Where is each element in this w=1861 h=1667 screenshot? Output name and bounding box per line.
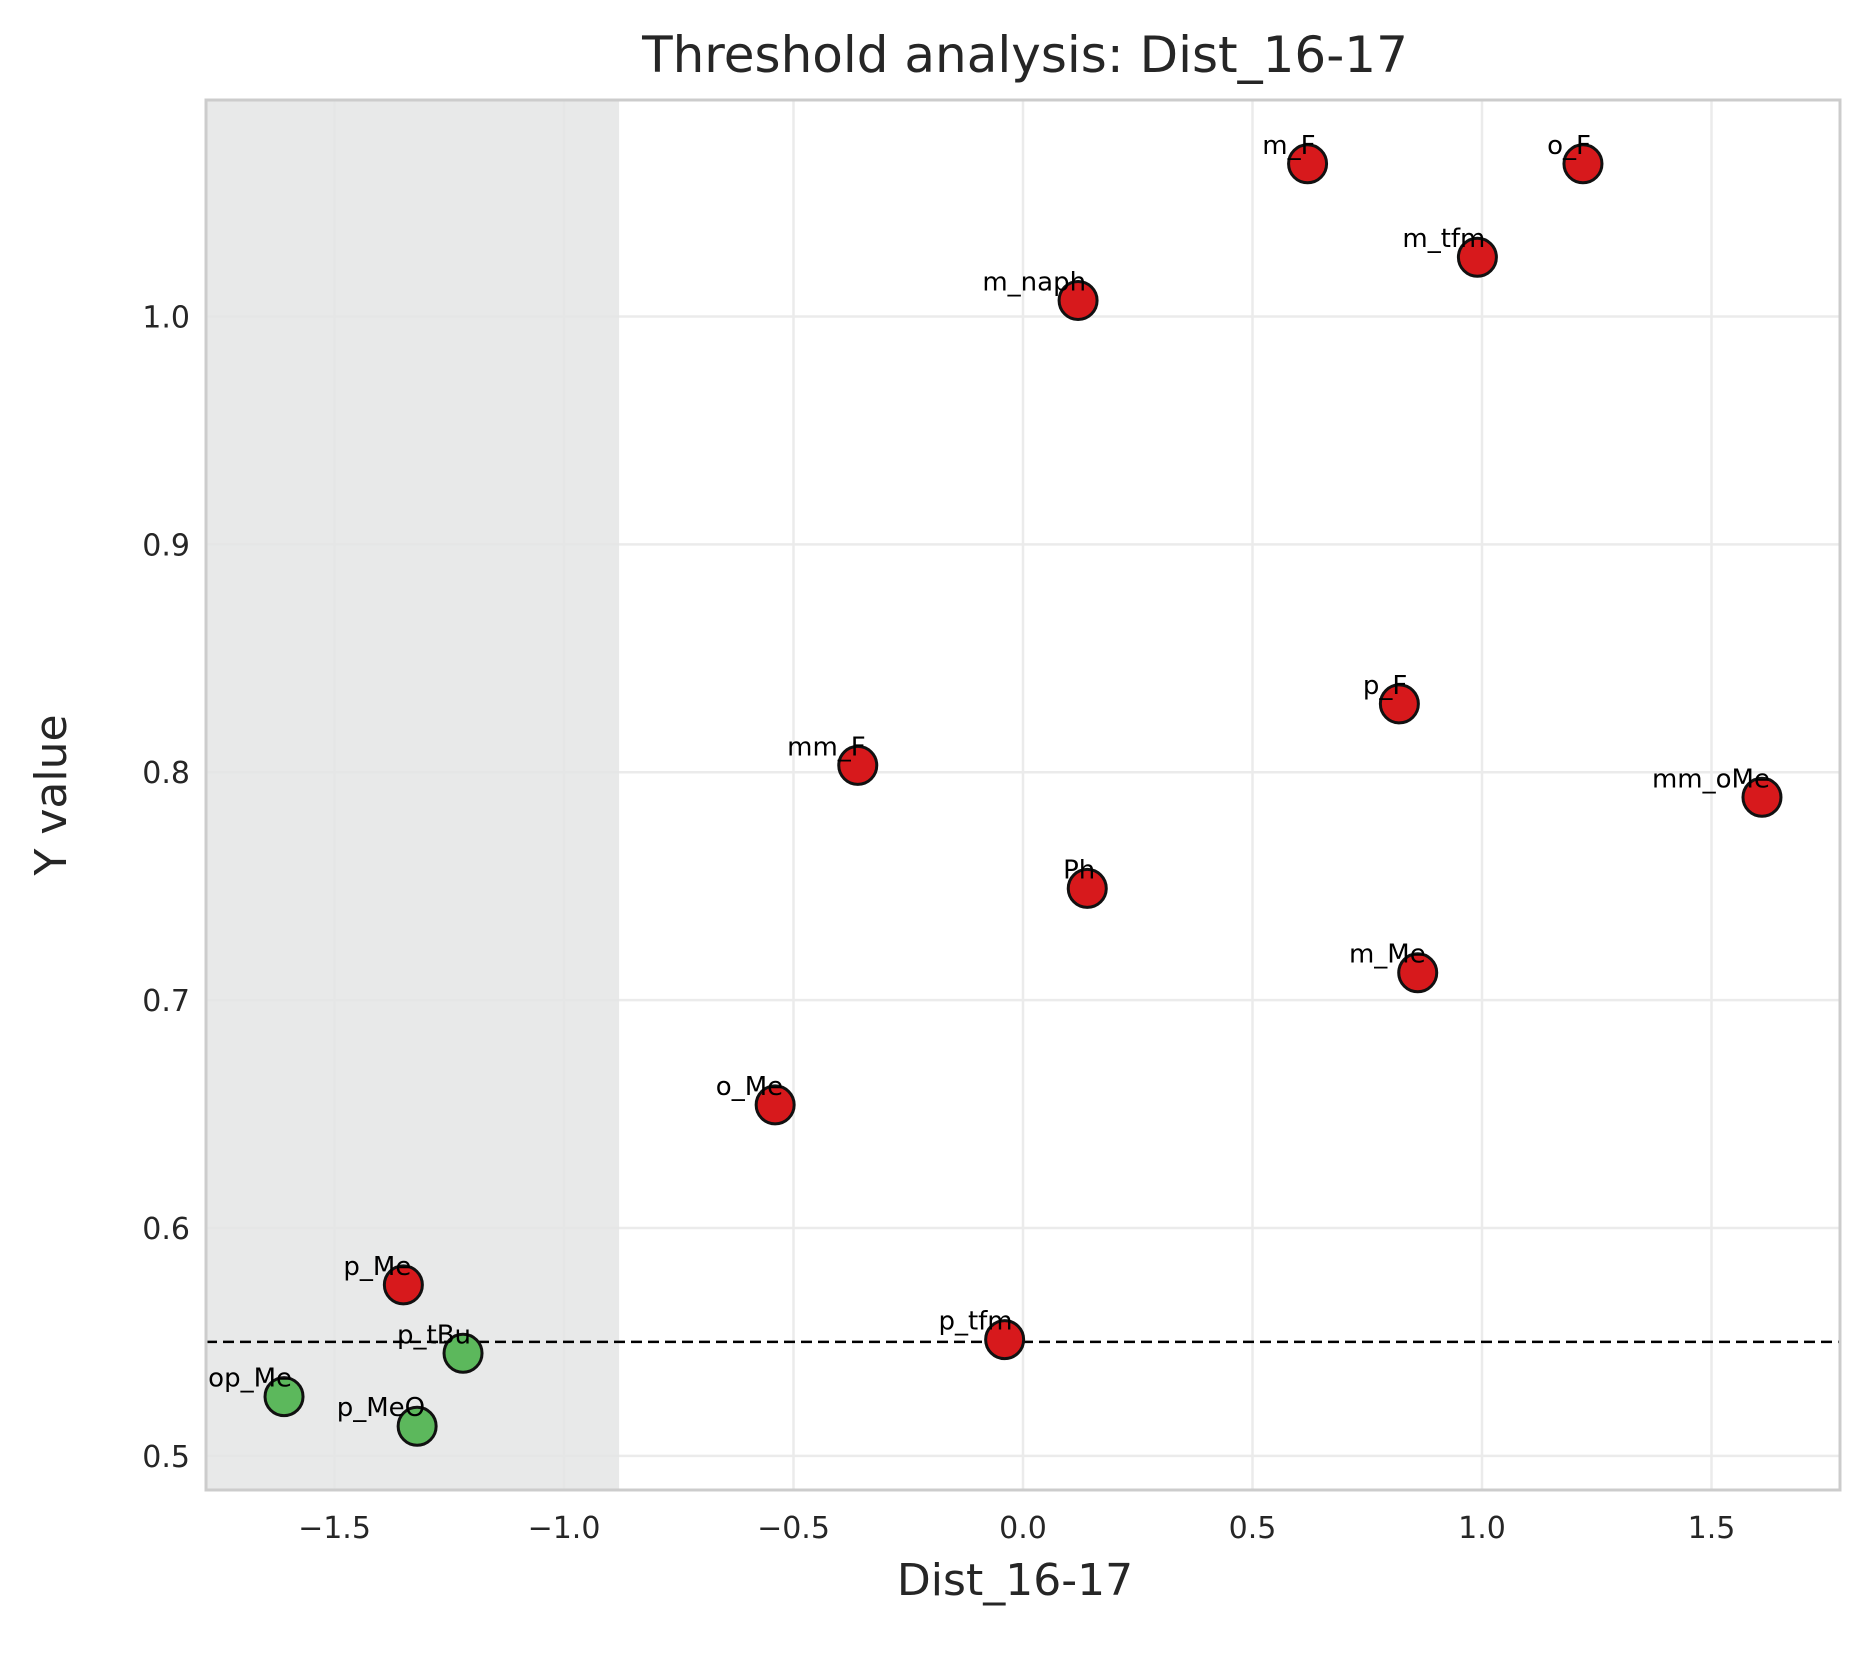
point-label: m_F (1262, 131, 1315, 161)
y-tick-label: 0.5 (142, 1440, 190, 1475)
point-label: p_F (1363, 671, 1407, 701)
plot-area: −1.5 −1.0 −0.5 0.0 0.5 1.0 1.5 0.5 0.6 0.7 0.8 0.9 1… (142, 98, 1842, 1546)
point-label: o_F (1547, 131, 1591, 161)
data-point (1287, 143, 1329, 185)
chart-title: Threshold analysis: Dist_16-17 (641, 26, 1408, 84)
point-label: op_Me (208, 1364, 292, 1394)
x-tick-label: −1.5 (298, 1511, 371, 1546)
point-label: o_Me (716, 1072, 783, 1102)
point-label: m_naph (982, 268, 1086, 298)
data-point (1378, 683, 1420, 725)
y-tick-label: 0.9 (142, 528, 190, 563)
data-point (263, 1376, 305, 1418)
y-tick-label: 0.8 (142, 756, 190, 791)
data-point (984, 1319, 1026, 1361)
data-point (1562, 143, 1604, 185)
y-tick-label: 1.0 (142, 300, 190, 335)
data-point (1741, 776, 1783, 818)
data-point (442, 1332, 484, 1374)
x-axis-label: Dist_16-17 (897, 1555, 1133, 1606)
data-point (837, 744, 879, 786)
x-tick-label: 1.5 (1688, 1511, 1736, 1546)
data-point (1456, 236, 1498, 278)
y-tick-label: 0.6 (142, 1212, 190, 1247)
y-tick-label: 0.7 (142, 984, 190, 1019)
point-label: mm_F (787, 732, 866, 762)
y-axis-label: Y value (26, 714, 77, 876)
x-tick-label: 1.0 (1458, 1511, 1506, 1546)
point-label: p_tfm (938, 1307, 1012, 1337)
point-label: m_tfm (1402, 224, 1485, 254)
shaded-region (206, 100, 620, 1490)
plot-frame (204, 98, 1842, 1492)
point-label: mm_oMe (1652, 764, 1770, 794)
data-point (382, 1264, 424, 1306)
point-label: p_tBu (397, 1320, 471, 1350)
data-point (1397, 952, 1439, 994)
point-label: p_Me (343, 1252, 411, 1282)
data-point (1066, 867, 1108, 909)
point-label: m_Me (1349, 940, 1426, 970)
data-point (754, 1084, 796, 1126)
data-point (396, 1405, 438, 1447)
x-tick-label: −1.0 (528, 1511, 601, 1546)
x-tick-label: 0.5 (1229, 1511, 1277, 1546)
x-tick-label: 0.0 (999, 1511, 1047, 1546)
data-point (1057, 280, 1099, 322)
point-label: p_MeO (337, 1393, 425, 1423)
point-label: Ph (1063, 855, 1095, 885)
x-tick-label: −0.5 (757, 1511, 830, 1546)
